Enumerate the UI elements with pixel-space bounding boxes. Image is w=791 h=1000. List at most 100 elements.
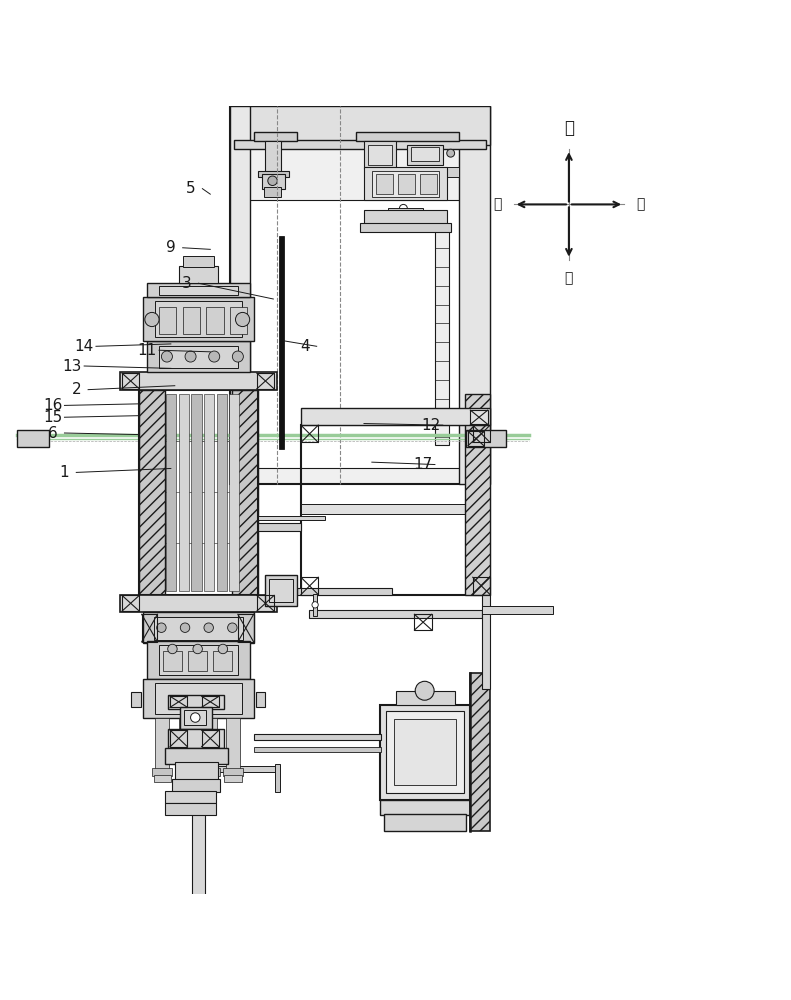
Bar xyxy=(147,283,250,297)
Bar xyxy=(191,394,202,591)
Bar xyxy=(119,595,278,612)
Bar xyxy=(217,394,227,591)
Bar xyxy=(168,729,224,748)
Bar xyxy=(179,266,218,283)
Bar xyxy=(208,766,279,772)
Bar xyxy=(384,814,467,831)
Text: 14: 14 xyxy=(74,339,94,354)
Polygon shape xyxy=(139,390,165,595)
Bar xyxy=(234,140,486,149)
Bar xyxy=(380,800,471,815)
Bar xyxy=(468,431,484,446)
Bar xyxy=(372,171,439,197)
Text: 9: 9 xyxy=(166,240,176,255)
Bar xyxy=(301,577,318,595)
Bar xyxy=(155,683,242,714)
Bar xyxy=(257,595,274,611)
Bar xyxy=(266,141,282,173)
Bar xyxy=(301,425,490,595)
Circle shape xyxy=(209,351,220,362)
Bar xyxy=(176,768,196,776)
Circle shape xyxy=(218,644,228,654)
Bar xyxy=(394,719,456,785)
Bar xyxy=(155,718,169,770)
Bar xyxy=(139,390,258,595)
Bar xyxy=(483,606,553,614)
Bar xyxy=(201,775,218,782)
Bar xyxy=(396,691,455,705)
Bar xyxy=(364,141,396,169)
Bar xyxy=(170,696,187,707)
Text: 前: 前 xyxy=(564,119,574,137)
Circle shape xyxy=(185,351,196,362)
Bar xyxy=(168,695,224,709)
Bar xyxy=(473,577,490,595)
Bar xyxy=(471,410,488,424)
Bar xyxy=(386,711,464,793)
Circle shape xyxy=(145,312,159,327)
Text: 4: 4 xyxy=(300,339,309,354)
Bar xyxy=(258,523,301,531)
Bar xyxy=(483,595,490,689)
Circle shape xyxy=(180,623,190,632)
Bar xyxy=(364,167,447,200)
Bar xyxy=(256,692,266,707)
Bar xyxy=(155,301,242,337)
Bar xyxy=(199,768,220,776)
Bar xyxy=(188,651,207,671)
Bar xyxy=(17,430,49,447)
Bar xyxy=(206,307,224,334)
Bar xyxy=(439,167,459,177)
Text: 2: 2 xyxy=(71,382,81,397)
Circle shape xyxy=(415,681,434,700)
Circle shape xyxy=(161,351,172,362)
Circle shape xyxy=(268,176,278,185)
Bar xyxy=(179,718,193,770)
Bar xyxy=(226,718,240,770)
Bar xyxy=(257,373,274,389)
Bar xyxy=(122,595,139,611)
Bar xyxy=(230,106,490,145)
Bar xyxy=(166,394,176,591)
Bar xyxy=(459,106,490,484)
Bar xyxy=(254,132,297,141)
Text: 11: 11 xyxy=(138,343,157,358)
Bar xyxy=(301,408,490,425)
Bar xyxy=(214,651,233,671)
Bar xyxy=(275,764,280,792)
Bar xyxy=(398,174,415,194)
Bar xyxy=(165,748,228,764)
Bar xyxy=(230,106,250,484)
Circle shape xyxy=(447,149,455,157)
Circle shape xyxy=(236,312,250,327)
Bar xyxy=(202,730,219,747)
Text: 15: 15 xyxy=(43,410,62,425)
Bar xyxy=(192,705,205,771)
Bar xyxy=(223,768,244,776)
Text: 上: 上 xyxy=(494,197,502,211)
Bar xyxy=(192,770,205,911)
Text: 17: 17 xyxy=(414,457,433,472)
Circle shape xyxy=(193,644,202,654)
Bar xyxy=(467,430,506,447)
Circle shape xyxy=(233,351,244,362)
Bar xyxy=(163,651,182,671)
Bar xyxy=(254,734,381,740)
Bar xyxy=(159,286,238,295)
Polygon shape xyxy=(471,673,490,831)
Bar xyxy=(356,132,459,141)
Bar xyxy=(147,341,250,372)
Bar xyxy=(184,710,206,725)
Bar xyxy=(258,516,324,520)
Bar xyxy=(143,679,254,718)
Bar xyxy=(159,346,238,368)
Bar xyxy=(229,394,240,591)
Bar xyxy=(238,614,254,642)
Bar xyxy=(473,425,490,442)
Bar xyxy=(202,696,219,707)
Bar xyxy=(364,210,447,224)
Bar xyxy=(258,171,289,177)
Bar xyxy=(175,762,218,780)
Bar xyxy=(312,594,317,616)
Bar xyxy=(380,705,471,800)
